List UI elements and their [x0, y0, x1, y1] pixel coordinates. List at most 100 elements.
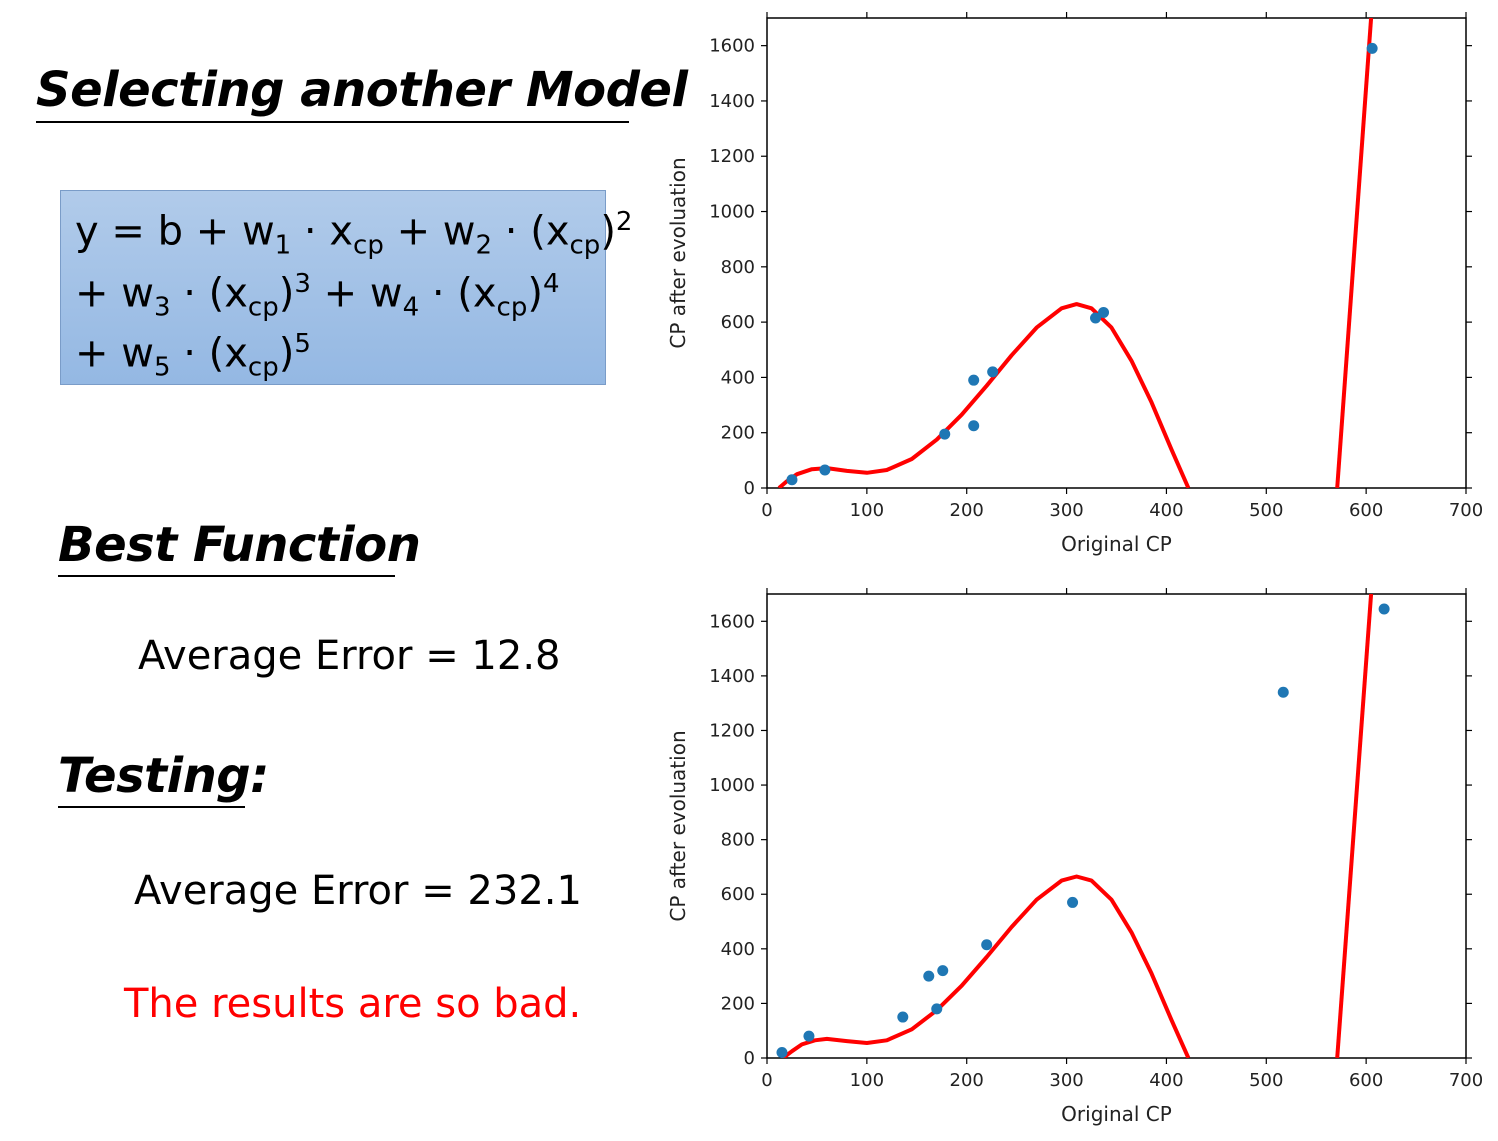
formula-subscript: 5 [153, 352, 171, 383]
x-tick-label: 600 [1349, 500, 1383, 521]
formula-subscript: 4 [402, 292, 420, 323]
formula-superscript: 3 [294, 269, 311, 299]
formula-text: · (x [419, 270, 497, 317]
formula-subscript: cp [247, 292, 279, 323]
y-tick-label: 1200 [709, 146, 755, 167]
data-point [937, 965, 949, 977]
y-tick-label: 200 [721, 993, 755, 1014]
formula-line-3: + w5 · (xcp)5 [75, 331, 311, 380]
x-tick-label: 200 [950, 500, 984, 521]
y-tick-label: 1000 [709, 202, 755, 223]
x-tick-label: 100 [850, 1070, 884, 1091]
formula-superscript: 5 [294, 329, 311, 359]
data-point [776, 1047, 788, 1059]
fit-curve-right-branch [1335, 594, 1374, 1058]
fit-curve-group [781, 594, 1374, 1058]
data-point [939, 428, 951, 440]
data-point [923, 970, 935, 982]
y-tick-label: 1200 [709, 720, 755, 741]
formula-subscript: cp [496, 292, 528, 323]
formula-superscript: 4 [542, 269, 560, 299]
formula-text: · x [291, 208, 354, 255]
y-tick-label: 0 [744, 1048, 755, 1069]
data-point [1067, 896, 1079, 908]
formula-text: + w [383, 208, 476, 255]
data-point [803, 1030, 815, 1042]
data-point [987, 366, 999, 378]
formula-text: · (x [492, 208, 570, 255]
formula-text: y = b + w [75, 208, 275, 255]
x-tick-label: 300 [1049, 500, 1083, 521]
formula-subscript: 1 [274, 230, 292, 261]
fit-curve-group [777, 18, 1374, 488]
formula-subscript: cp [353, 230, 384, 261]
y-tick-label: 1000 [709, 775, 755, 796]
data-point [981, 939, 993, 951]
slide-title-underline [36, 121, 629, 123]
formula-line-2: + w3 · (xcp)3 + w4 · (xcp)4 [75, 271, 560, 320]
y-tick-label: 400 [721, 939, 755, 960]
formula-subscript: cp [569, 230, 601, 261]
x-tick-label: 600 [1349, 1070, 1383, 1091]
x-axis-label: Original CP [1061, 1102, 1172, 1126]
data-point [819, 464, 831, 476]
x-tick-label: 700 [1449, 500, 1483, 521]
data-point [931, 1003, 943, 1015]
verdict-text: The results are so bad. [124, 981, 582, 1027]
formula-text: ) [278, 270, 295, 317]
y-tick-label: 600 [721, 312, 755, 333]
y-axis-label: CP after evoluation [666, 157, 690, 348]
y-tick-label: 1600 [709, 36, 755, 57]
testing-chart: 0 100 200 300 400 500 600 700 0 200 400 600 800 1000 1… [666, 588, 1483, 1126]
training-average-error: Average Error = 12.8 [138, 633, 561, 679]
data-point [1090, 312, 1102, 324]
data-point [1277, 686, 1289, 698]
x-tick-label: 400 [1149, 1070, 1183, 1091]
x-tick-label: 100 [850, 500, 884, 521]
y-tick-label: 400 [721, 367, 755, 388]
formula-text: · (x [170, 270, 248, 317]
testing-heading: Testing: [58, 748, 269, 804]
formula-line-1: y = b + w1 · xcp + w2 · (xcp)2 [75, 209, 632, 258]
data-point [1378, 603, 1390, 615]
data-point [1098, 306, 1110, 318]
y-tick-label: 0 [744, 478, 755, 499]
y-tick-label: 1400 [709, 91, 755, 112]
y-tick-label: 200 [721, 423, 755, 444]
fit-curve [781, 874, 1191, 1058]
plot-frame [766, 593, 1467, 1059]
formula-text: · (x [170, 330, 248, 377]
formula-text: ) [527, 270, 543, 317]
x-tick-label: 300 [1049, 1070, 1083, 1091]
y-axis-label: CP after evoluation [666, 730, 690, 921]
x-tick-label: 500 [1249, 500, 1283, 521]
y-tick-label: 600 [721, 884, 755, 905]
y-tick-label: 800 [721, 830, 755, 851]
data-point [1366, 42, 1378, 54]
formula-subscript: 2 [475, 230, 493, 261]
y-tick-label: 1400 [709, 666, 755, 687]
data-point [968, 420, 980, 432]
formula-text: + w [75, 270, 154, 317]
fit-curve-right-branch [1335, 18, 1374, 488]
best-function-underline [58, 575, 395, 577]
formula-text: ) [600, 208, 616, 255]
x-tick-label: 400 [1149, 500, 1183, 521]
formula-subscript: 3 [153, 292, 171, 323]
y-tick-label: 1600 [709, 611, 755, 632]
formula-box: y = b + w1 · xcp + w2 · (xcp)2 + w3 · (x… [60, 190, 632, 385]
x-tick-label: 0 [761, 1070, 772, 1091]
x-tick-label: 200 [950, 1070, 984, 1091]
data-point [897, 1011, 909, 1023]
training-chart: 0 100 200 300 400 500 600 700 0 200 400 600 800 1000 1… [666, 12, 1483, 556]
testing-average-error: Average Error = 232.1 [134, 868, 582, 914]
best-function-heading: Best Function [58, 517, 421, 573]
slide-title: Selecting another Model [36, 62, 688, 118]
formula-text: ) [278, 330, 295, 377]
fit-curve [777, 302, 1191, 488]
formula-subscript: cp [247, 352, 279, 383]
formula-superscript: 2 [615, 207, 633, 237]
x-tick-label: 700 [1449, 1070, 1483, 1091]
formula-text: + w [310, 270, 403, 317]
data-point [786, 474, 798, 486]
